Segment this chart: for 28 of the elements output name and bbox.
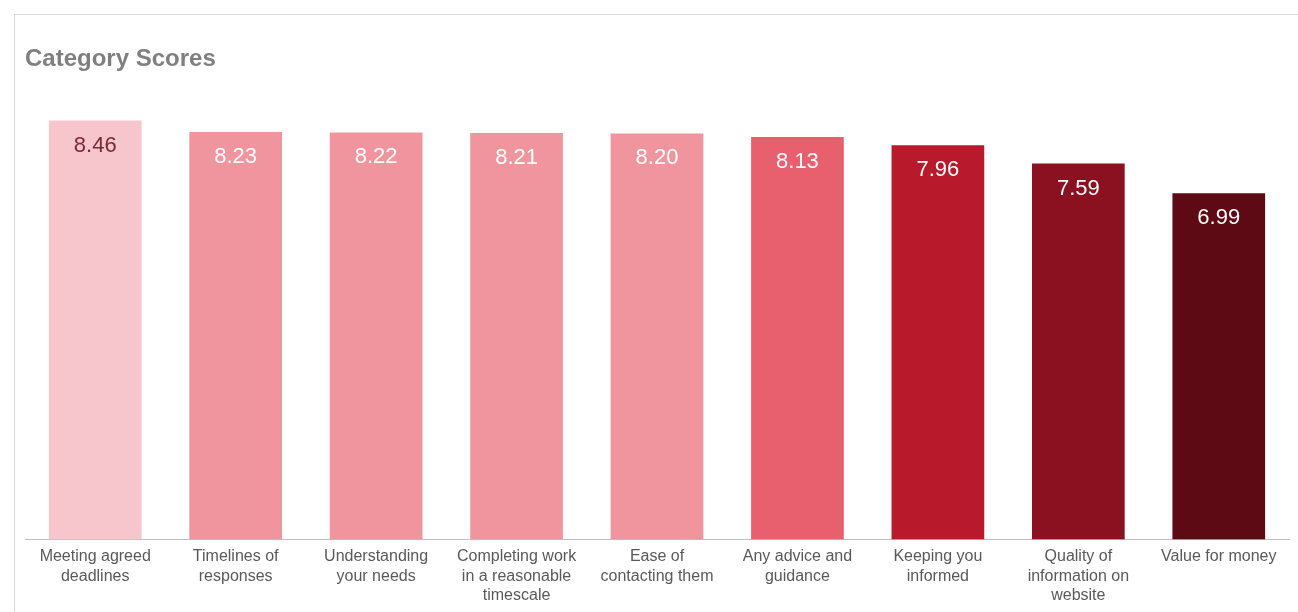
bar	[751, 136, 844, 540]
bar	[48, 120, 142, 540]
x-tick-label: Ease of contacting them	[600, 547, 714, 584]
x-tick-label: Completing work in a reasonable timescale	[456, 547, 578, 603]
bar	[470, 132, 563, 540]
data-label: 8.20	[635, 144, 679, 170]
data-label: 8.22	[354, 143, 398, 169]
bar	[329, 132, 423, 540]
bar	[1172, 193, 1266, 540]
data-label: 8.46	[73, 131, 117, 157]
x-tick-label: Any advice and guidance	[742, 547, 853, 584]
x-tick-label: Understanding your needs	[324, 547, 429, 584]
x-tick-label: Timelines of responses	[192, 547, 280, 584]
x-tick-label: Quality of information on website	[1027, 547, 1130, 603]
data-label: 8.23	[214, 142, 258, 168]
bar	[610, 133, 704, 540]
bar	[1031, 163, 1125, 540]
data-label: 8.21	[495, 143, 538, 169]
x-tick-label: Keeping you informed	[893, 547, 983, 584]
chart-title: Category Scores	[25, 44, 216, 72]
x-tick-label: Meeting agreed deadlines	[39, 547, 151, 584]
data-label: 7.59	[1056, 174, 1100, 200]
x-tick-label: Value for money	[1161, 547, 1277, 565]
data-label: 7.96	[916, 156, 960, 182]
bar	[891, 145, 985, 540]
bar	[189, 131, 283, 540]
data-label: 6.99	[1197, 204, 1241, 230]
data-label: 8.13	[776, 147, 819, 173]
